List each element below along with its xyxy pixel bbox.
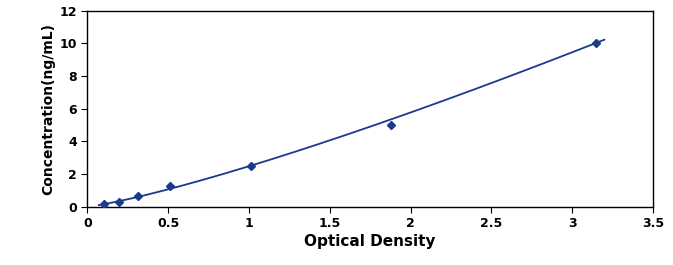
X-axis label: Optical Density: Optical Density bbox=[304, 234, 436, 249]
Y-axis label: Concentration(ng/mL): Concentration(ng/mL) bbox=[42, 23, 55, 195]
